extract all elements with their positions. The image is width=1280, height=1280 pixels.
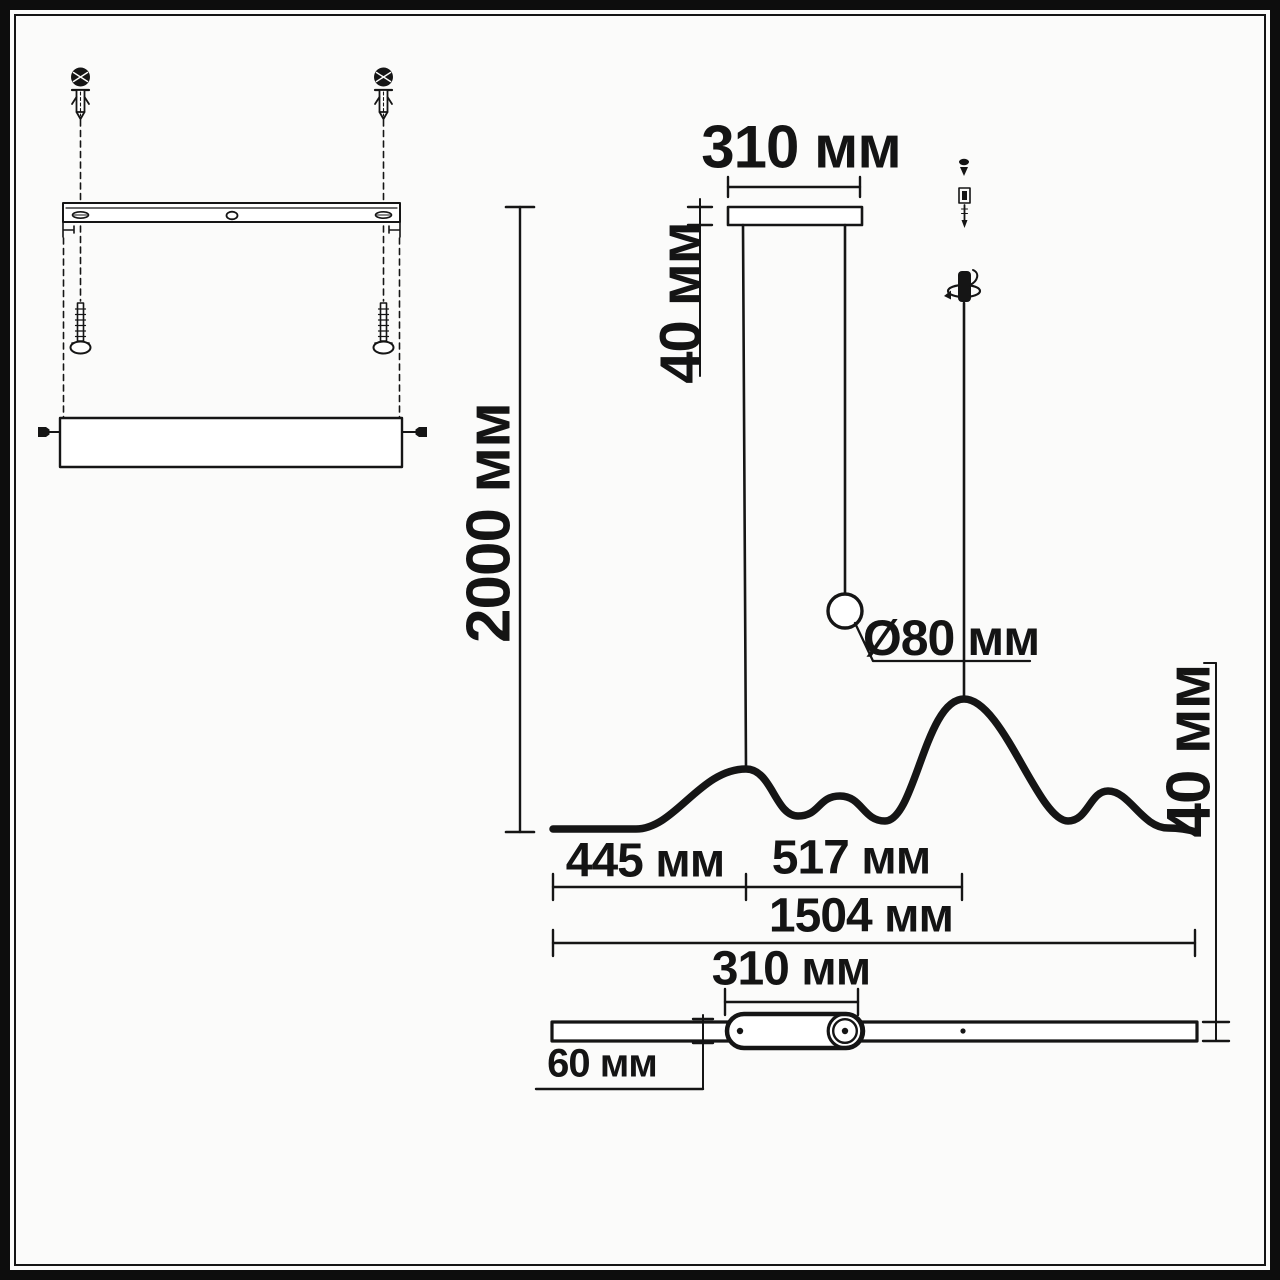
canopy-plate xyxy=(726,205,864,227)
label-bar-thickness: 40 мм xyxy=(1154,664,1224,838)
label-ball-diameter: Ø80 мм xyxy=(862,610,1040,666)
dim-310-bottom xyxy=(723,987,860,1017)
main-view xyxy=(549,158,1200,1051)
label-canopy-width-top: 310 мм xyxy=(701,113,902,181)
label-segment-middle: 517 мм xyxy=(771,831,931,885)
wavy-led-tube xyxy=(549,695,1200,836)
mounting-bracket xyxy=(62,202,401,238)
dim-2000 xyxy=(504,205,536,834)
exploded-anchor-icon xyxy=(958,158,971,228)
installation-view xyxy=(38,67,427,469)
suspension-wire-1 xyxy=(741,223,748,771)
dimension-lines xyxy=(504,175,1231,1091)
wire-ring xyxy=(826,1012,864,1050)
suspension-ball xyxy=(826,592,864,630)
dim-310-top xyxy=(726,175,862,199)
dim-60 xyxy=(534,1014,715,1091)
label-bar-depth: 60 мм xyxy=(547,1041,658,1086)
bar-top-view xyxy=(550,1011,1199,1051)
dim-445-517 xyxy=(551,872,964,902)
wall-anchor-right-icon xyxy=(373,67,394,120)
label-canopy-width-bottom: 310 мм xyxy=(711,942,871,996)
cable-gripper-icon xyxy=(944,269,982,302)
mounting-screw-right-icon xyxy=(372,302,395,355)
dashed-wires xyxy=(62,119,401,418)
fixture-side-view xyxy=(38,416,427,469)
dim-40-left xyxy=(686,198,714,377)
dim-40-right xyxy=(1201,662,1231,1043)
ball-leader-line xyxy=(853,621,1032,663)
mounting-screw-left-icon xyxy=(69,302,92,355)
label-overall-length: 1504 мм xyxy=(768,889,954,943)
wall-anchor-left-icon xyxy=(70,67,91,120)
label-suspension-drop: 2000 мм xyxy=(454,403,524,643)
dim-1504 xyxy=(551,928,1197,958)
label-canopy-height: 40 мм xyxy=(648,222,714,384)
label-segment-left: 445 мм xyxy=(565,834,725,888)
